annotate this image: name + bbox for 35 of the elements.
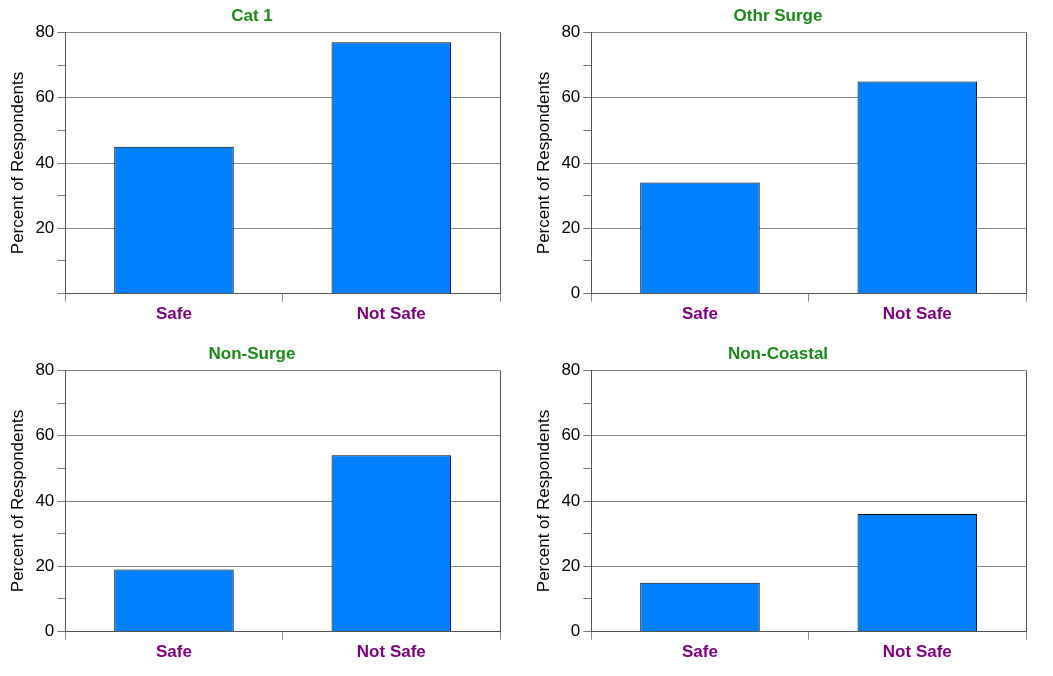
- y-tick-label: 0: [570, 283, 581, 303]
- x-tick-label: Safe: [682, 304, 718, 324]
- y-tick-label: 40: [561, 490, 581, 510]
- y-tick-label: 60: [561, 425, 581, 445]
- y-tick-label: 80: [35, 22, 55, 42]
- x-tick-label: Not Safe: [356, 304, 426, 324]
- y-tick-label: 60: [35, 425, 55, 445]
- x-tick-label: Not Safe: [882, 304, 952, 324]
- chart-title: Non-Surge: [208, 343, 296, 363]
- y-tick-label: 40: [561, 152, 581, 172]
- y-axis-title: Percent of Respondents: [7, 409, 27, 593]
- y-tick-label: 0: [570, 621, 581, 641]
- x-tick-label: Safe: [682, 642, 718, 662]
- y-tick-label: 20: [561, 217, 581, 237]
- y-tick-label: 80: [35, 360, 55, 380]
- chart-title: Non-Coastal: [727, 343, 829, 363]
- y-tick-label: 20: [35, 555, 55, 575]
- y-axis-title: Percent of Respondents: [7, 71, 27, 255]
- chart-title: Othr Surge: [733, 5, 823, 25]
- x-tick-label: Safe: [156, 642, 192, 662]
- y-tick-label: 40: [35, 152, 55, 172]
- y-tick-label: 80: [561, 360, 581, 380]
- y-axis-title: Percent of Respondents: [533, 409, 553, 593]
- y-tick-label: 60: [561, 87, 581, 107]
- y-tick-label: 0: [44, 621, 55, 641]
- chart-title: Cat 1: [231, 5, 273, 25]
- y-tick-label: 20: [35, 217, 55, 237]
- y-tick-label: 40: [35, 490, 55, 510]
- y-tick-label: 60: [35, 87, 55, 107]
- y-tick-label: 80: [561, 22, 581, 42]
- x-tick-label: Not Safe: [882, 642, 952, 662]
- y-tick-label: 20: [561, 555, 581, 575]
- x-tick-label: Not Safe: [356, 642, 426, 662]
- x-tick-label: Safe: [156, 304, 192, 324]
- y-axis-title: Percent of Respondents: [533, 71, 553, 255]
